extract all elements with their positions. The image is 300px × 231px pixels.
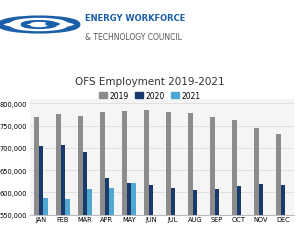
Bar (122, 111, 127, 231)
Bar (44, 198, 48, 231)
Circle shape (46, 24, 59, 26)
Bar (131, 183, 136, 231)
Bar (193, 190, 197, 231)
Bar (214, 189, 219, 231)
Bar (78, 116, 82, 231)
Bar (82, 153, 87, 231)
Bar (110, 189, 114, 231)
Bar (34, 117, 39, 231)
Bar (237, 186, 242, 231)
Bar (127, 183, 131, 231)
Bar (259, 185, 263, 231)
Legend: 2019, 2020, 2021: 2019, 2020, 2021 (96, 88, 204, 103)
Bar (166, 113, 171, 231)
Bar (148, 185, 153, 231)
Bar (188, 113, 193, 231)
Bar (61, 146, 65, 231)
Bar (276, 135, 280, 231)
Text: ENERGY WORKFORCE: ENERGY WORKFORCE (85, 14, 186, 23)
Bar (56, 115, 61, 231)
Text: & TECHNOLOGY COUNCIL: & TECHNOLOGY COUNCIL (85, 33, 182, 42)
Text: OFS Employment 2019-2021: OFS Employment 2019-2021 (75, 77, 225, 87)
Bar (232, 120, 237, 231)
Bar (100, 113, 105, 231)
Bar (39, 146, 44, 231)
Bar (65, 199, 70, 231)
Bar (210, 117, 214, 231)
Bar (87, 189, 92, 231)
Bar (144, 110, 148, 231)
Bar (280, 185, 285, 231)
Bar (254, 128, 259, 231)
Bar (171, 188, 176, 231)
Bar (105, 178, 110, 231)
